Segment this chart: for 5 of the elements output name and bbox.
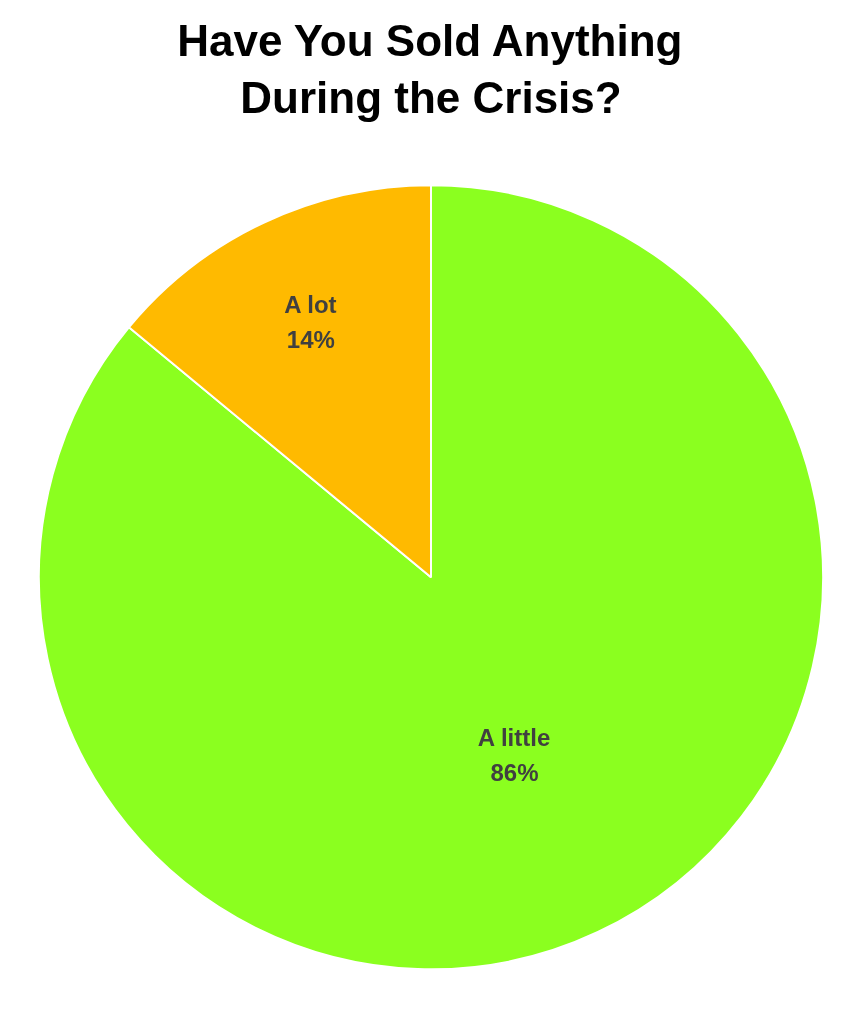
slice-label: A lot — [284, 290, 337, 318]
data-label: 14% — [286, 325, 335, 353]
data-label: 86% — [490, 758, 539, 786]
slice-label: A little — [477, 723, 551, 751]
chart-title: Have You Sold Anything During the Crisis? — [177, 16, 683, 122]
